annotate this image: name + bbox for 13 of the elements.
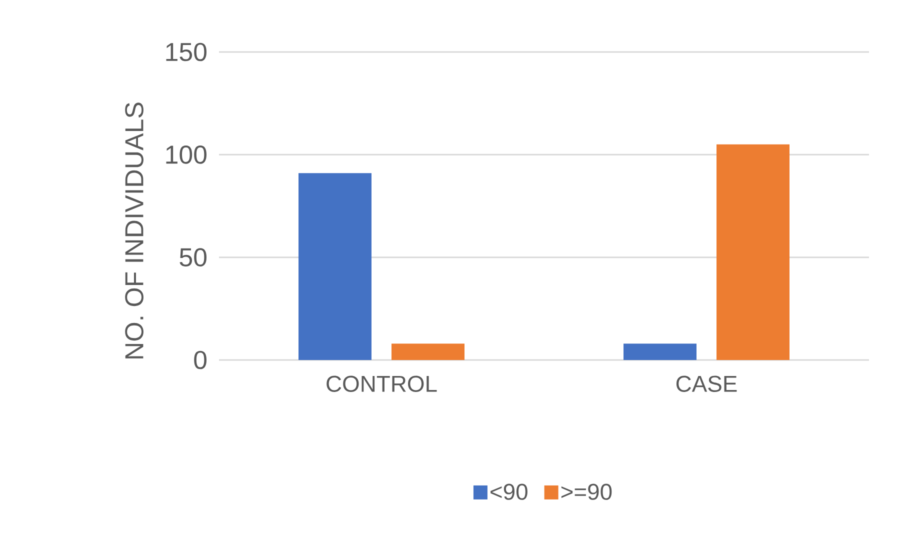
legend-label: <90	[490, 484, 528, 500]
y-tick-label: 150	[166, 42, 206, 62]
y-tick-label: 100	[166, 145, 206, 164]
y-tick-label: 50	[180, 248, 206, 266]
bar	[716, 144, 790, 360]
x-tick-label: CONTROL	[326, 376, 437, 392]
x-tick-label: CASE	[676, 376, 737, 392]
y-axis-title: NO. OF INDIVIDUALS	[125, 102, 144, 358]
legend-label: >=90	[561, 484, 612, 500]
bar	[624, 344, 697, 360]
bar	[298, 173, 372, 360]
bar	[392, 344, 465, 360]
y-tick-label: 0	[194, 350, 206, 370]
